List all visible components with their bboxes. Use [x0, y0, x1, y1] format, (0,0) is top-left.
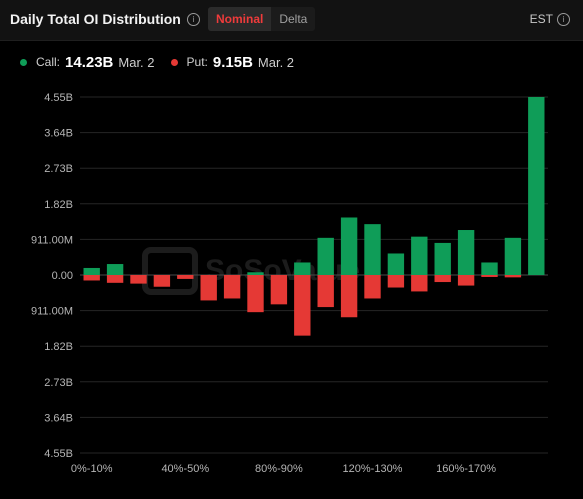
call-bar[interactable]: [294, 262, 311, 275]
call-bar[interactable]: [457, 230, 475, 275]
x-tick-label: 160%-170%: [436, 463, 496, 475]
chart-title: Daily Total OI Distribution: [10, 11, 181, 27]
put-legend-dot: [170, 58, 178, 66]
put-legend-date: Mar. 2: [257, 54, 295, 70]
put-bar[interactable]: [270, 275, 288, 305]
call-bar[interactable]: [247, 272, 264, 275]
put-bar[interactable]: [504, 275, 522, 278]
y-tick-label: 4.55B: [44, 92, 73, 104]
call-bar[interactable]: [317, 237, 334, 275]
call-legend-dot: [20, 58, 27, 66]
y-tick-label: 2.73B: [44, 377, 73, 389]
call-legend-value: 14.23B: [65, 53, 114, 71]
legend: Call: 14.23B Mar. 2 Put: 9.15B Mar. 2: [20, 51, 310, 73]
y-tick-label: 3.64B: [44, 128, 73, 140]
put-bar[interactable]: [481, 275, 498, 277]
put-bar[interactable]: [457, 275, 475, 286]
y-tick-label: 1.82B: [44, 199, 73, 211]
call-bar[interactable]: [504, 237, 522, 275]
call-bar[interactable]: [481, 262, 498, 275]
call-bar[interactable]: [364, 224, 381, 275]
call-bar[interactable]: [106, 264, 124, 275]
put-legend-value: 9.15B: [212, 53, 253, 71]
put-bar[interactable]: [340, 275, 358, 318]
y-tick-label: 3.64B: [44, 412, 73, 424]
call-legend-date: Mar. 2: [118, 54, 155, 70]
y-tick-label: 2.73B: [44, 163, 73, 175]
call-bar[interactable]: [411, 236, 428, 275]
call-legend-label: Call:: [36, 55, 61, 69]
x-tick-label: 0%-10%: [71, 463, 113, 475]
x-tick-label: 80%-90%: [255, 463, 303, 475]
y-tick-label: 911.00M: [31, 306, 73, 318]
tab-delta[interactable]: Delta: [279, 12, 308, 26]
timezone-label: EST: [529, 12, 553, 26]
put-bar[interactable]: [247, 275, 264, 313]
x-tick-label: 40%-50%: [161, 463, 209, 475]
put-bar[interactable]: [83, 275, 100, 281]
call-bar[interactable]: [83, 267, 100, 275]
y-tick-label: 0.00: [52, 270, 73, 282]
metric-tabs: Nominal Delta: [208, 7, 316, 31]
y-tick-label: 911.00M: [31, 234, 73, 246]
oi-distribution-chart: SoSoValue 4.55B3.64B2.73B1.82B911.00M0.0…: [31, 92, 548, 475]
put-legend-label: Put:: [186, 55, 208, 69]
put-bar[interactable]: [223, 275, 241, 299]
put-bar[interactable]: [364, 275, 381, 299]
call-bar[interactable]: [434, 242, 451, 275]
put-bar[interactable]: [317, 275, 334, 308]
tab-nominal[interactable]: Nominal: [208, 7, 272, 31]
put-bar[interactable]: [200, 275, 217, 301]
put-bar[interactable]: [153, 275, 171, 287]
call-bar[interactable]: [340, 217, 358, 275]
put-bar[interactable]: [130, 275, 147, 284]
timezone-info-icon[interactable]: i: [557, 13, 570, 26]
put-bar[interactable]: [294, 275, 311, 336]
put-bar[interactable]: [411, 275, 428, 292]
call-bar[interactable]: [387, 253, 405, 275]
put-bar[interactable]: [177, 275, 194, 279]
chart-header: Daily Total OI Distribution i Nominal De…: [0, 0, 583, 41]
x-tick-label: 120%-130%: [343, 463, 403, 475]
y-tick-label: 1.82B: [44, 341, 73, 353]
put-bar[interactable]: [387, 275, 405, 288]
put-bar[interactable]: [106, 275, 124, 283]
call-bar[interactable]: [528, 97, 545, 275]
y-tick-label: 4.55B: [44, 448, 73, 460]
watermark-logo: [142, 247, 198, 295]
info-icon[interactable]: i: [187, 13, 200, 26]
put-bar[interactable]: [434, 275, 451, 283]
